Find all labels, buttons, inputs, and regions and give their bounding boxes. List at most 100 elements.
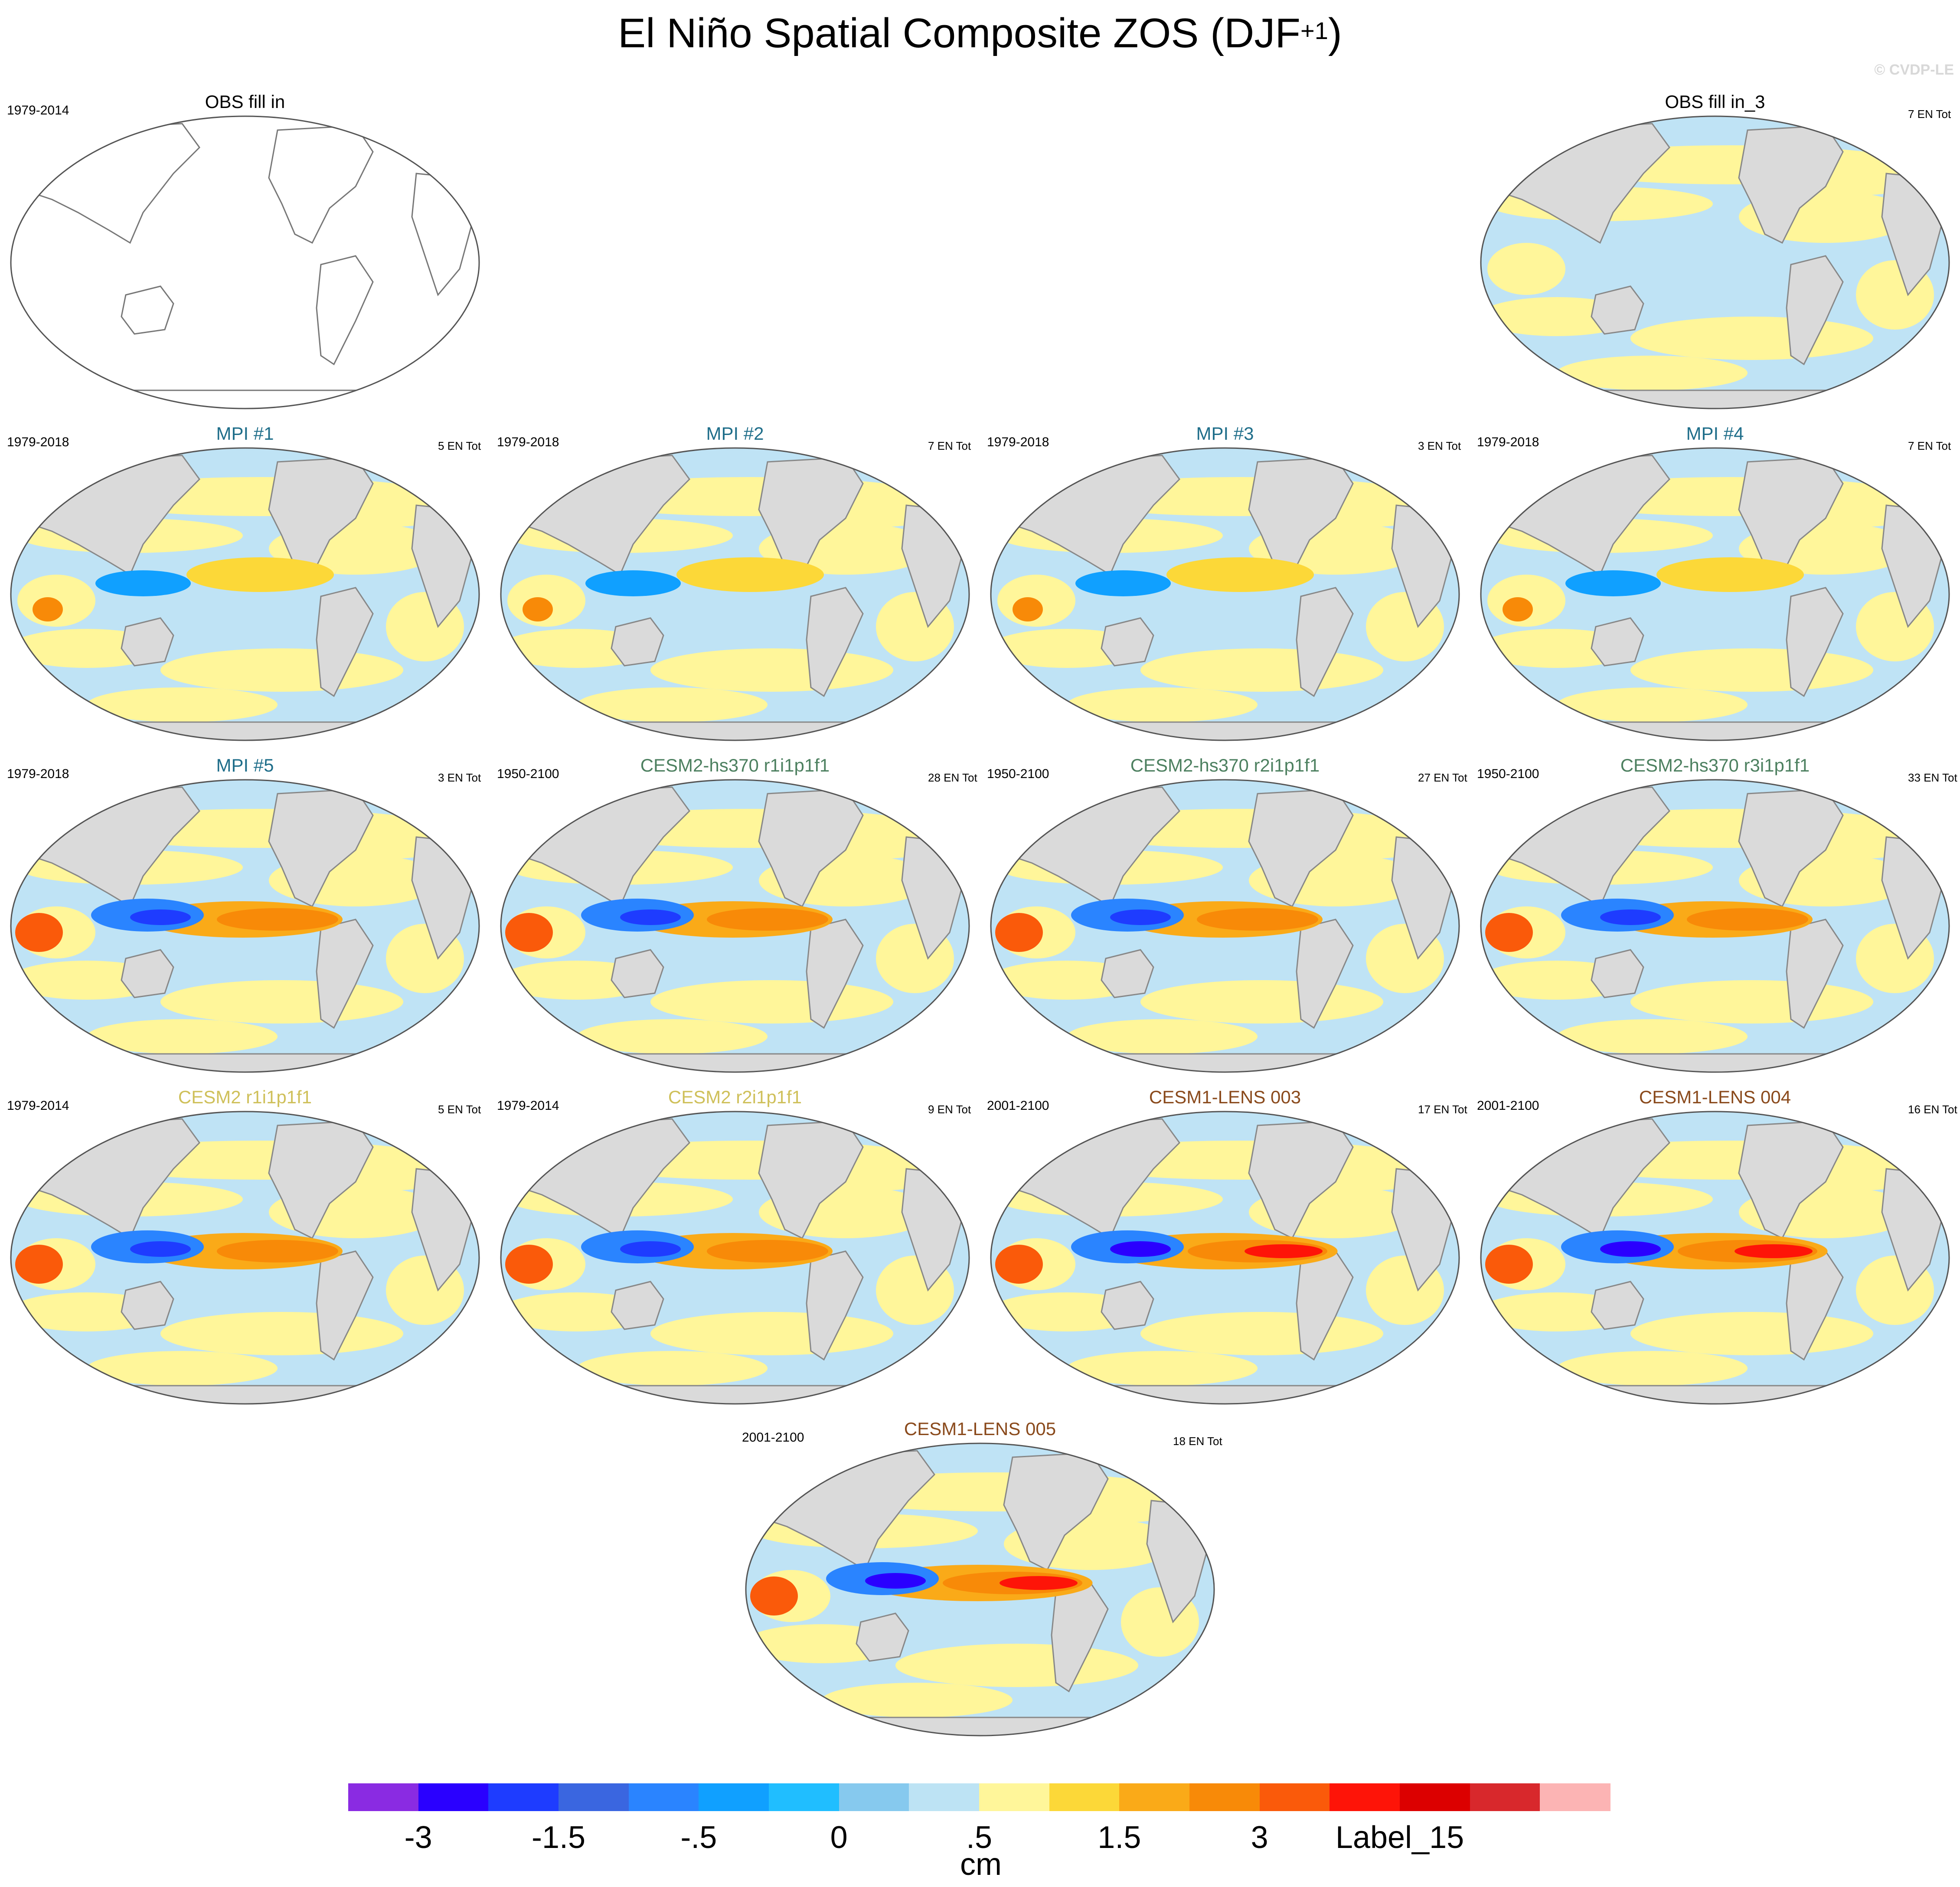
land-mass: [268, 788, 374, 908]
map-border: [1480, 447, 1950, 741]
land-mass: [1481, 1385, 1949, 1404]
indian-ocean-anomaly: [15, 913, 63, 952]
figure-title-superscript: +1: [1300, 17, 1328, 44]
colorbar-swatch: [348, 1783, 419, 1811]
colorbar-tick-label: 3: [1251, 1820, 1268, 1855]
map-panel: CESM1-LENS 003 2001-2100 17 EN Tot: [980, 1086, 1470, 1416]
panel-title: OBS fill in: [205, 92, 285, 112]
map-border: [745, 1442, 1215, 1737]
land-mass: [758, 457, 864, 576]
colorbar-tick-label: -3: [404, 1820, 432, 1855]
panel-event-count: 3 EN Tot: [1418, 439, 1461, 452]
warm-anomaly-tongue: [186, 557, 334, 592]
cold-anomaly-core: [1600, 909, 1661, 925]
positive-anomaly-area: [160, 980, 403, 1024]
map-panel: MPI #5 1979-2018 3 EN Tot: [0, 755, 490, 1084]
panel-event-count: 27 EN Tot: [1418, 771, 1467, 784]
land-mass: [501, 1385, 969, 1404]
land-mass: [1296, 587, 1354, 697]
panel-period: 1950-2100: [497, 767, 559, 781]
land-mass: [1296, 1250, 1354, 1361]
positive-anomaly-area: [1067, 1019, 1258, 1054]
land-mass: [1738, 1120, 1844, 1239]
panel-title: CESM2 r1i1p1f1: [178, 1087, 312, 1107]
map-panel: CESM2 r2i1p1f1 1979-2014 9 EN Tot: [490, 1086, 980, 1416]
panel-period: 1979-2018: [7, 435, 69, 449]
warm-anomaly-core: [707, 1240, 828, 1262]
panel-title: CESM2-hs370 r3i1p1f1: [1620, 755, 1810, 775]
map-border: [500, 779, 970, 1073]
panel-period: 2001-2100: [1477, 1099, 1539, 1113]
land-mass: [611, 949, 664, 998]
land-mass: [806, 587, 864, 697]
land-mass: [316, 1250, 374, 1361]
map-border: [1480, 779, 1950, 1073]
world-map: [1480, 779, 1950, 1073]
land-mass: [268, 457, 374, 576]
map-border: [10, 779, 480, 1073]
colorbar-swatch: [1330, 1783, 1400, 1811]
panel-event-count: 7 EN Tot: [1908, 439, 1951, 452]
positive-anomaly-area: [1557, 356, 1748, 390]
panel-period: 2001-2100: [742, 1430, 804, 1445]
positive-anomaly-area: [1630, 980, 1873, 1024]
land-mass: [1296, 919, 1354, 1029]
land-mass: [1738, 125, 1844, 244]
positive-anomaly-area: [87, 687, 278, 722]
land-mass: [758, 788, 864, 908]
land-mass: [316, 587, 374, 697]
map-border: [1480, 1111, 1950, 1405]
indian-ocean-anomaly: [505, 913, 553, 952]
land-mass: [1481, 1053, 1949, 1072]
panel-title: MPI #1: [216, 423, 274, 444]
land-mass: [11, 721, 479, 740]
panel-period: 1979-2014: [7, 1099, 69, 1113]
map-border: [990, 447, 1460, 741]
positive-anomaly-area: [1557, 1351, 1748, 1386]
warm-anomaly-peak: [1245, 1244, 1323, 1258]
positive-anomaly-area: [895, 1644, 1138, 1687]
panel-period: 1979-2018: [1477, 435, 1539, 449]
panel-title: MPI #4: [1686, 423, 1744, 444]
land-mass: [1248, 788, 1354, 908]
panel-event-count: 17 EN Tot: [1418, 1103, 1467, 1116]
land-mass: [1591, 1281, 1644, 1330]
warm-anomaly-core: [217, 1240, 338, 1262]
colorbar-tick-label: 0: [830, 1820, 848, 1855]
panel-period: 1979-2018: [987, 435, 1049, 449]
panel-period: 1950-2100: [987, 767, 1049, 781]
land-mass: [856, 1612, 909, 1662]
colorbar-swatch: [1189, 1783, 1260, 1811]
land-mass: [1481, 389, 1949, 409]
map-border: [500, 1111, 970, 1405]
panel-period: 1979-2018: [7, 767, 69, 781]
cold-anomaly-core: [620, 909, 681, 925]
land-mass: [316, 255, 374, 366]
colorbar-swatch: [839, 1783, 910, 1811]
map-panel: MPI #4 1979-2018 7 EN Tot: [1470, 423, 1960, 752]
land-mass: [1591, 617, 1644, 667]
panel-title: CESM1-LENS 005: [904, 1419, 1056, 1439]
positive-anomaly-area: [650, 1312, 893, 1355]
land-mass: [1051, 1582, 1109, 1693]
panel-title: CESM2 r2i1p1f1: [668, 1087, 802, 1107]
land-mass: [11, 1385, 479, 1404]
panel-title: OBS fill in_3: [1665, 92, 1765, 112]
colorbar-tick-label: -.5: [680, 1820, 717, 1855]
land-mass: [121, 949, 174, 998]
world-map: [500, 447, 970, 741]
panel-period: 2001-2100: [987, 1099, 1049, 1113]
colorbar-swatch: [1049, 1783, 1120, 1811]
warm-anomaly-core: [707, 908, 828, 931]
land-mass: [806, 919, 864, 1029]
world-map: [500, 779, 970, 1073]
land-mass: [1786, 1250, 1844, 1361]
map-panel: CESM2-hs370 r3i1p1f1 1950-2100 33 EN Tot: [1470, 755, 1960, 1084]
panel-title: MPI #3: [1196, 423, 1254, 444]
map-panel: CESM2-hs370 r2i1p1f1 1950-2100 27 EN Tot: [980, 755, 1470, 1084]
land-mass: [991, 1053, 1459, 1072]
colorbar-swatch: [1540, 1783, 1610, 1811]
map-border: [10, 1111, 480, 1405]
colorbar-swatch: [909, 1783, 980, 1811]
panel-period: 1979-2018: [497, 435, 559, 449]
